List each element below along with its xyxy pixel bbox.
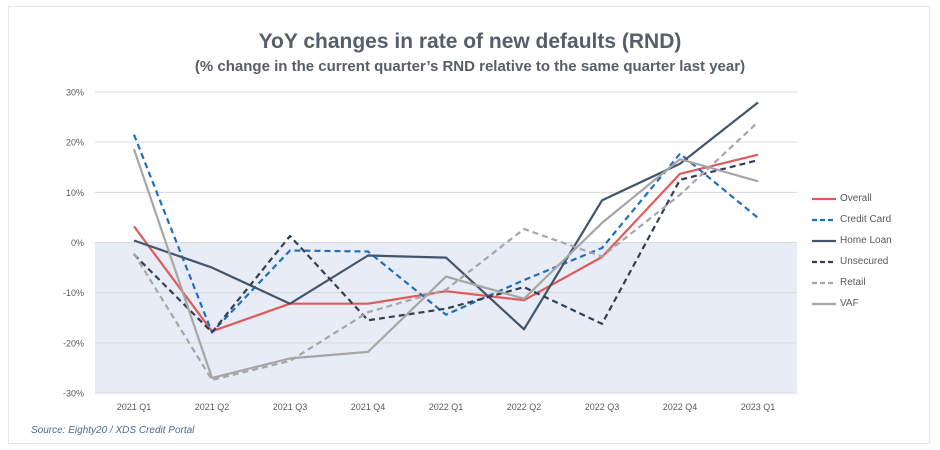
legend-swatch [812, 239, 836, 242]
legend-item: VAF [811, 293, 892, 314]
series-line-overall [133, 153, 759, 333]
legend-swatch [812, 281, 836, 284]
legend-label: Overall [840, 193, 872, 204]
legend-label: Credit Card [840, 214, 892, 225]
series-line-home-loan [133, 101, 759, 331]
y-axis-tick-labels: 30% 20% 10% 0% -10% -20% -30% [63, 88, 84, 399]
legend-swatch [812, 260, 836, 263]
y-tick-label: -20% [63, 338, 84, 348]
legend-label: VAF [840, 298, 859, 309]
x-tick-label: 2021 Q4 [351, 402, 386, 412]
y-tick-label: 20% [66, 138, 84, 148]
source-note: Source: Eighty20 / XDS Credit Portal [31, 425, 195, 436]
x-tick-label: 2021 Q3 [273, 402, 308, 412]
legend: Overall Credit Card Home Loan Unsecured Reta… [811, 188, 892, 314]
x-tick-label: 2022 Q2 [507, 402, 542, 412]
x-tick-label: 2022 Q1 [429, 402, 464, 412]
series-line-unsecured [133, 159, 759, 334]
x-tick-label: 2021 Q1 [117, 402, 152, 412]
legend-label: Home Loan [840, 235, 892, 246]
x-tick-label: 2023 Q1 [741, 402, 776, 412]
legend-label: Retail [840, 277, 866, 288]
y-tick-label: 0% [71, 238, 84, 248]
chart-title: YoY changes in rate of new defaults (RND… [258, 30, 682, 53]
negative-region-shading [95, 242, 797, 393]
legend-item: Retail [811, 272, 892, 293]
x-tick-label: 2021 Q2 [195, 402, 230, 412]
x-axis-tick-labels: 2021 Q1 2021 Q2 2021 Q3 2021 Q4 2022 Q1 2022 … [117, 402, 776, 412]
y-tick-label: -30% [63, 389, 84, 399]
series-line-vaf [132, 148, 759, 379]
legend-swatch [812, 302, 836, 305]
legend-item: Overall [811, 188, 892, 209]
x-tick-label: 2022 Q3 [585, 402, 620, 412]
legend-swatch [812, 218, 836, 221]
legend-swatch [812, 197, 836, 200]
legend-item: Credit Card [811, 209, 892, 230]
y-tick-label: -10% [63, 288, 84, 298]
gridlines [95, 91, 797, 394]
series-lines [132, 101, 759, 382]
chart-subtitle: (% change in the current quarter’s RND r… [194, 58, 746, 75]
legend-item: Home Loan [811, 230, 892, 251]
legend-label: Unsecured [840, 256, 889, 267]
y-tick-label: 10% [66, 188, 84, 198]
y-tick-label: 30% [66, 88, 84, 98]
series-line-retail [133, 121, 759, 382]
x-tick-label: 2022 Q4 [663, 402, 698, 412]
series-line-credit-card [132, 134, 759, 334]
legend-item: Unsecured [811, 251, 892, 272]
